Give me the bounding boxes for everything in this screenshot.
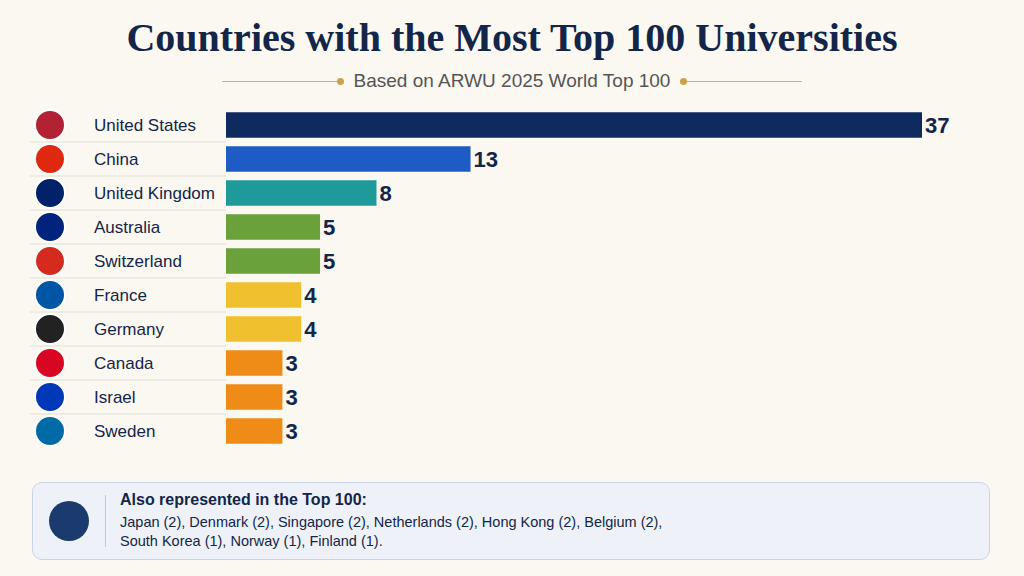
- svg-text:Australia: Australia: [94, 218, 161, 237]
- svg-text:Israel: Israel: [94, 388, 136, 407]
- svg-text:13: 13: [474, 147, 499, 172]
- svg-text:Switzerland: Switzerland: [94, 252, 182, 271]
- html-text:South Korea (1), Norway (1), F: South Korea (1), Norway (1), Finland (1)…: [120, 533, 383, 549]
- svg-text:France: France: [94, 286, 147, 305]
- svg-text:5: 5: [323, 215, 335, 240]
- svg-text:3: 3: [285, 419, 297, 444]
- svg-text:China: China: [94, 150, 139, 169]
- html-text:Countries with the Most Top 10: Countries with the Most Top 100 Universi…: [126, 15, 898, 60]
- html-text:Also represented in the Top 10: Also represented in the Top 100:: [120, 491, 367, 508]
- svg-text:4: 4: [304, 283, 317, 308]
- svg-text:3: 3: [285, 385, 297, 410]
- svg-text:3: 3: [285, 351, 297, 376]
- svg-text:Canada: Canada: [94, 354, 154, 373]
- svg-text:Sweden: Sweden: [94, 422, 155, 441]
- html-text:Japan (2), Denmark (2), Singap: Japan (2), Denmark (2), Singapore (2), N…: [120, 514, 663, 530]
- svg-text:United Kingdom: United Kingdom: [94, 184, 215, 203]
- svg-text:5: 5: [323, 249, 335, 274]
- svg-text:United States: United States: [94, 116, 196, 135]
- html-text:Based on ARWU 2025 World Top 1: Based on ARWU 2025 World Top 100: [353, 70, 671, 91]
- svg-text:37: 37: [925, 113, 950, 138]
- svg-text:Germany: Germany: [94, 320, 164, 339]
- svg-text:8: 8: [379, 181, 391, 206]
- svg-text:4: 4: [304, 317, 317, 342]
